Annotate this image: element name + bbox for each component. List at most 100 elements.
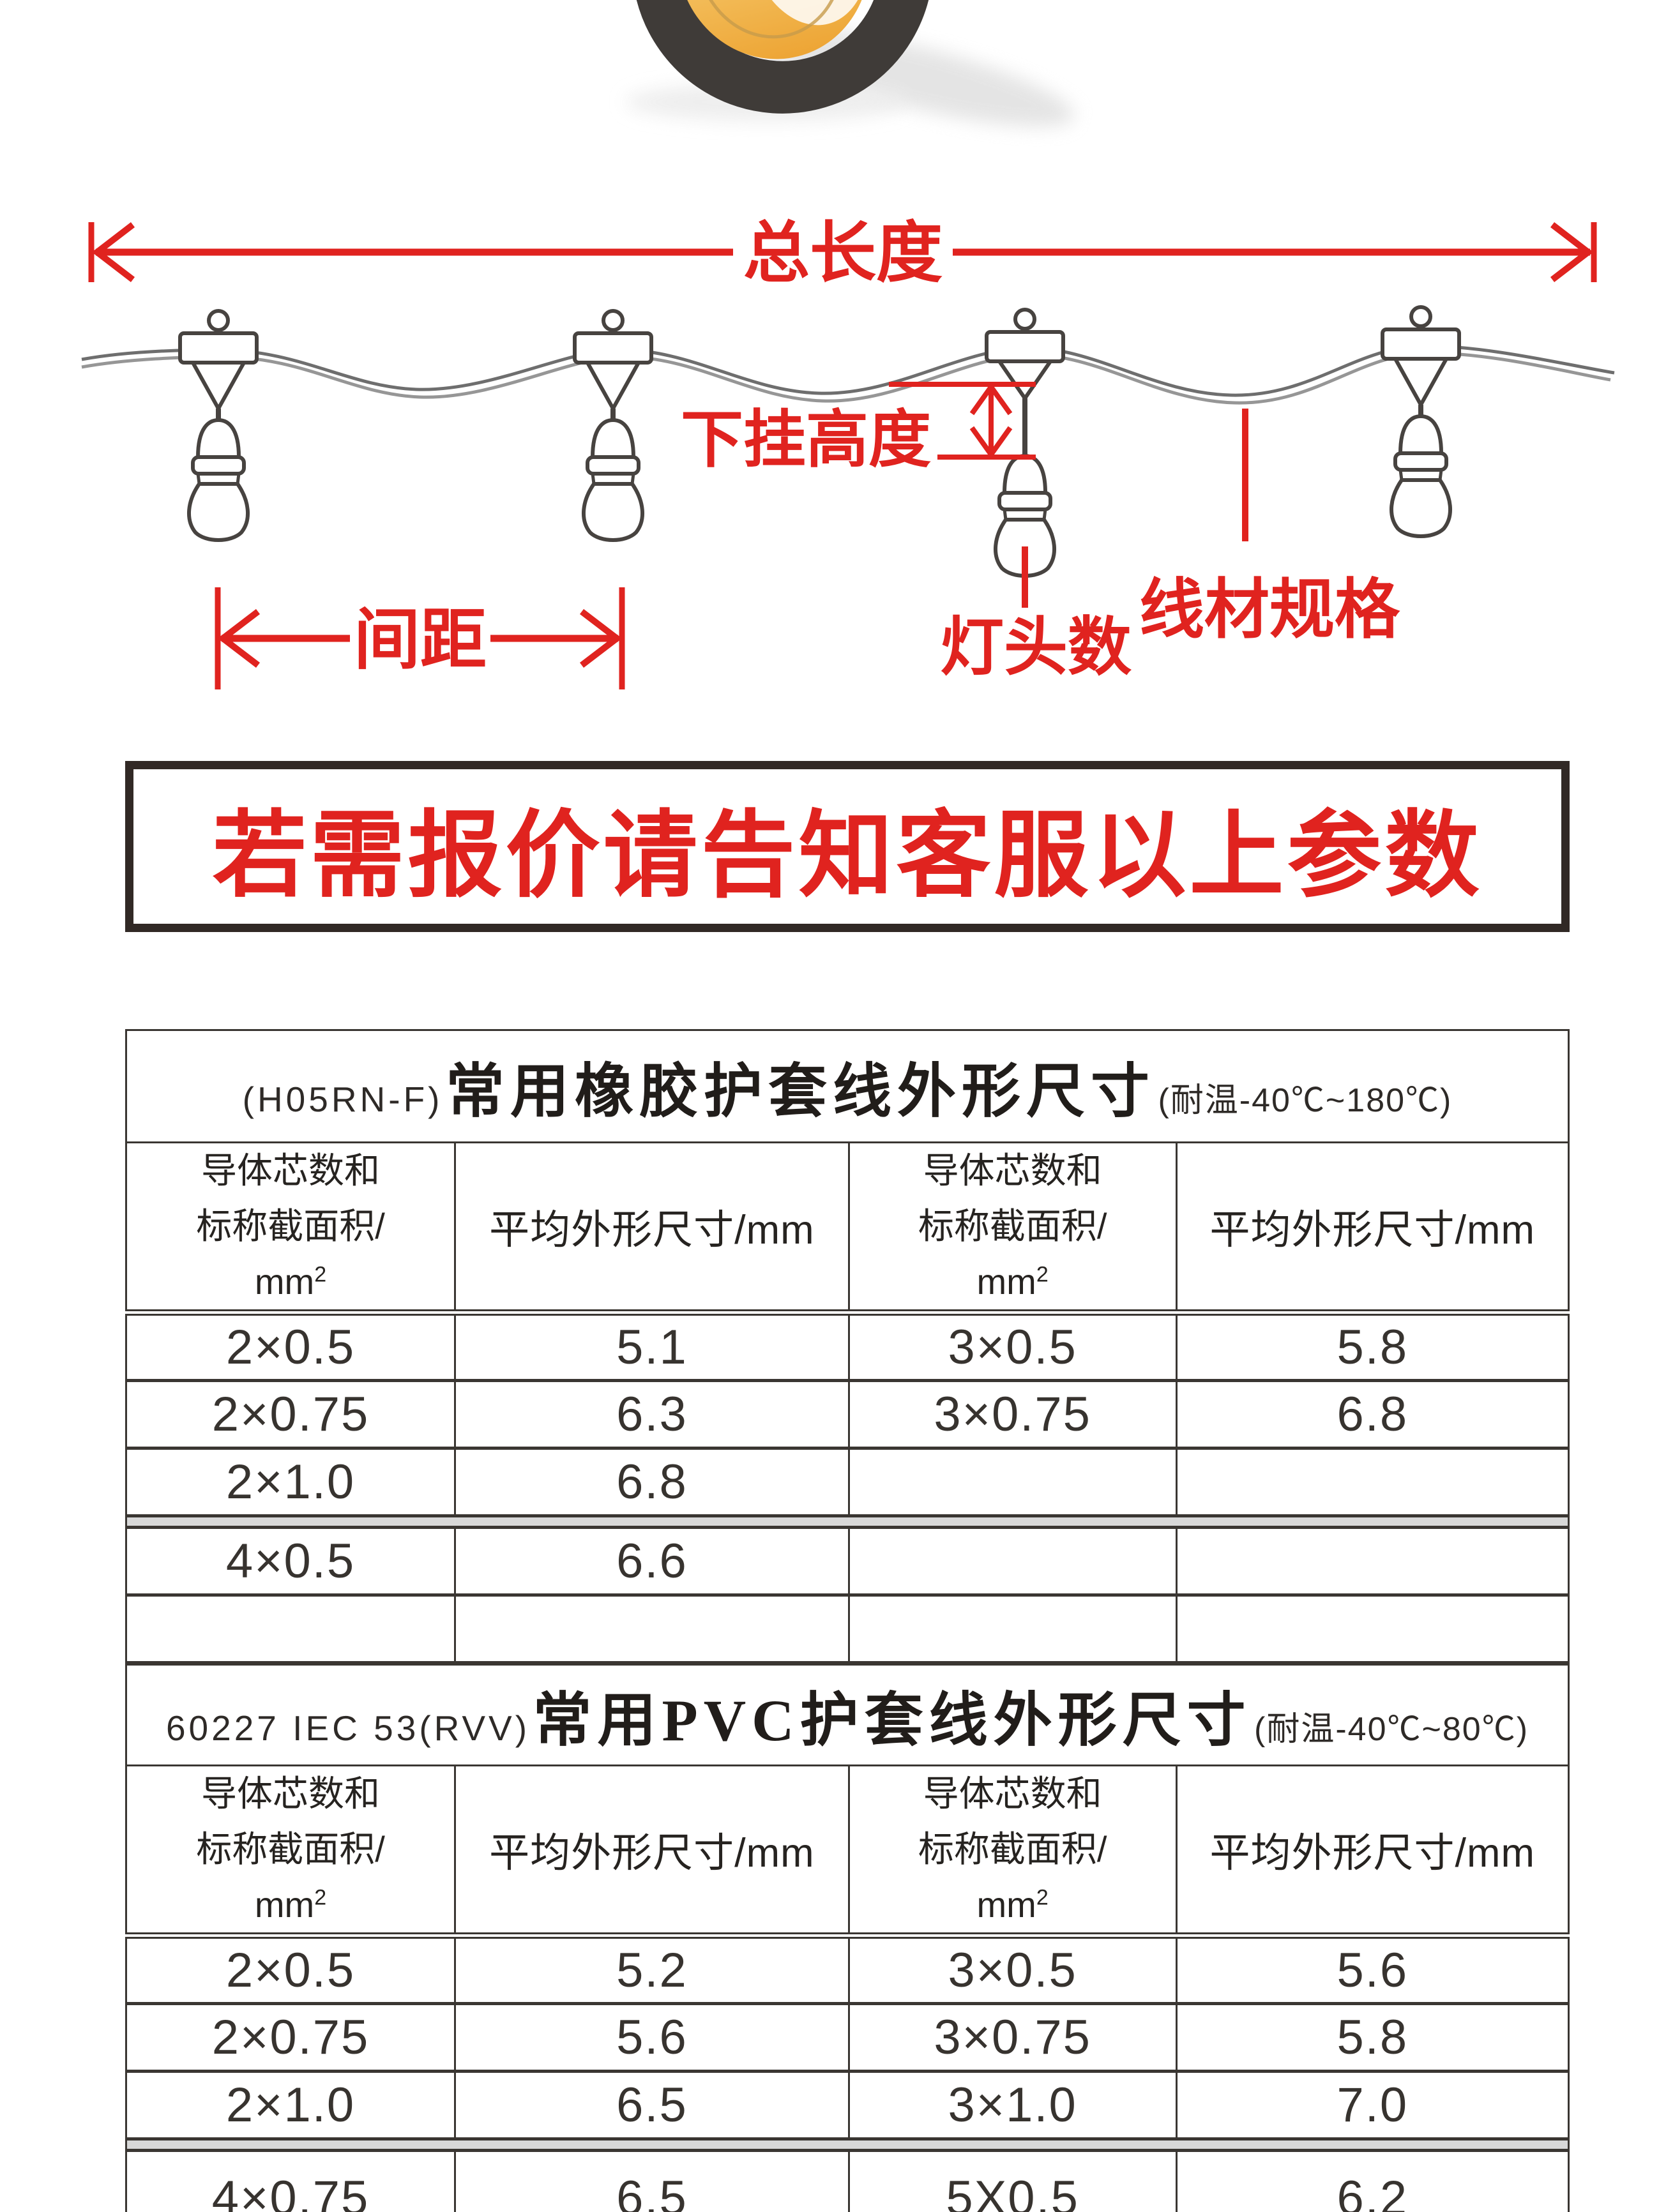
table-cell <box>847 1593 1178 1664</box>
table-gap-band <box>125 1514 1570 1529</box>
table-cell <box>847 1525 1178 1597</box>
table-cell <box>454 1593 850 1664</box>
table-cell: 5.2 <box>454 1934 850 2005</box>
header-spec-line1: 导体芯数和 <box>201 1150 381 1191</box>
table-cell <box>847 1446 1178 1517</box>
table-cell <box>1175 1446 1570 1517</box>
table-title-row: 60227 IEC 53(RVV) 常用PVC护套线外形尺寸 (耐温-40℃~8… <box>125 1664 1570 1766</box>
table-title-main: 常用PVC护套线外形尺寸 <box>533 1688 1252 1753</box>
arrowhead-left <box>217 609 261 668</box>
table-cell: 5.6 <box>1175 1934 1570 2005</box>
header-spec-line3: mm2 <box>254 1884 327 1925</box>
pvc-wire-size-table: 60227 IEC 53(RVV) 常用PVC护套线外形尺寸 (耐温-40℃~8… <box>125 1664 1570 2212</box>
header-cell-dim: 平均外形尺寸/mm <box>1175 1141 1570 1316</box>
arrowhead-right <box>579 609 623 668</box>
table-row: 2×1.0 6.5 3×1.0 7.0 <box>125 2069 1570 2141</box>
table-cell: 2×1.0 <box>125 1446 457 1517</box>
table-row: 4×0.75 6.5 5X0.5 6.2 <box>125 2148 1570 2212</box>
header-spec-line2: 标称截面积/ <box>196 1205 385 1246</box>
cable-reel-photo <box>626 0 1075 127</box>
gap-band-cell <box>125 1514 1570 1529</box>
table-cell: 3×0.75 <box>847 1378 1178 1450</box>
spacing-label: 间距 <box>354 603 487 677</box>
table-row: 2×0.5 5.2 3×0.5 5.6 <box>125 1934 1570 2005</box>
wire-strand-1 <box>81 344 1615 397</box>
table-cell: 7.0 <box>1175 2069 1570 2141</box>
header-spec-line1: 导体芯数和 <box>201 1773 381 1814</box>
spacing-dimension <box>215 587 625 689</box>
table-row: 2×0.75 5.6 3×0.75 5.8 <box>125 2001 1570 2073</box>
table-cell: 2×0.75 <box>125 1378 457 1450</box>
header-cell-spec: 导体芯数和 标称截面积/ mm2 <box>125 1141 457 1316</box>
header-spec-line3: mm2 <box>976 1884 1049 1925</box>
header-spec-line1: 导体芯数和 <box>923 1150 1102 1191</box>
table-cell: 6.8 <box>454 1446 850 1517</box>
table-cell: 6.2 <box>1175 2148 1570 2212</box>
table-cell: 3×0.75 <box>847 2001 1178 2073</box>
table-header-row: 导体芯数和 标称截面积/ mm2 平均外形尺寸/mm 导体芯数和 标称截面积/ … <box>125 1141 1570 1316</box>
header-cell-dim: 平均外形尺寸/mm <box>1175 1764 1570 1939</box>
arrowhead-down <box>969 426 1013 459</box>
header-spec-line2: 标称截面积/ <box>918 1205 1107 1246</box>
lamp-2 <box>575 311 651 540</box>
drop-height-dimension <box>889 382 1036 460</box>
table-row: 4×0.5 6.6 <box>125 1525 1570 1597</box>
total-length-dimension <box>88 222 1597 282</box>
table-title-suffix: (耐温-40℃~180℃) <box>1158 1082 1453 1119</box>
header-spec-line1: 导体芯数和 <box>923 1773 1102 1814</box>
quote-notice-box: 若需报价请告知客服以上参数 <box>125 761 1570 932</box>
header-spec-line3: mm2 <box>254 1261 327 1302</box>
table-title-cell: 60227 IEC 53(RVV) 常用PVC护套线外形尺寸 (耐温-40℃~8… <box>125 1664 1570 1766</box>
table-row <box>125 1593 1570 1664</box>
quote-notice-text: 若需报价请告知客服以上参数 <box>212 802 1483 908</box>
table-cell: 3×0.5 <box>847 1311 1178 1382</box>
table-title-suffix: (耐温-40℃~80℃) <box>1254 1711 1529 1748</box>
table-row: 2×0.5 5.1 3×0.5 5.8 <box>125 1311 1570 1382</box>
table-cell: 2×1.0 <box>125 2069 457 2141</box>
table-title-row: (H05RN-F) 常用橡胶护套线外形尺寸 (耐温-40℃~180℃) <box>125 1029 1570 1143</box>
table-cell: 5.8 <box>1175 1311 1570 1382</box>
header-spec-line3: mm2 <box>976 1261 1049 1302</box>
drop-height-label: 下挂高度 <box>681 404 931 474</box>
table-cell: 2×0.5 <box>125 1934 457 2005</box>
string-light-diagram: 总长度 间距 下挂高度 <box>81 0 1615 689</box>
table-cell: 5.8 <box>1175 2001 1570 2073</box>
table-cell: 6.5 <box>454 2069 850 2141</box>
table-row: 2×0.75 6.3 3×0.75 6.8 <box>125 1378 1570 1450</box>
lamp-4 <box>1382 307 1459 536</box>
table-cell: 6.8 <box>1175 1378 1570 1450</box>
header-cell-dim: 平均外形尺寸/mm <box>454 1141 850 1316</box>
wire-spec-label: 线材规格 <box>1139 573 1400 646</box>
table-cell: 2×0.75 <box>125 2001 457 2073</box>
table-gap-band <box>125 2137 1570 2152</box>
table-cell: 4×0.5 <box>125 1525 457 1597</box>
table-title-prefix: 60227 IEC 53(RVV) <box>165 1708 531 1748</box>
table-title-cell: (H05RN-F) 常用橡胶护套线外形尺寸 (耐温-40℃~180℃) <box>125 1029 1570 1143</box>
header-cell-spec: 导体芯数和 标称截面积/ mm2 <box>125 1764 457 1939</box>
bulb-count-label: 灯头数 <box>940 612 1132 683</box>
header-cell-dim: 平均外形尺寸/mm <box>454 1764 850 1939</box>
reel-coil-line <box>695 0 843 39</box>
table-cell <box>1175 1593 1570 1664</box>
header-cell-spec: 导体芯数和 标称截面积/ mm2 <box>847 1141 1178 1316</box>
gap-band-cell <box>125 2137 1570 2152</box>
lamp-1 <box>180 311 257 540</box>
string-wire <box>81 344 1615 405</box>
table-cell: 4×0.75 <box>125 2148 457 2212</box>
table-cell: 6.6 <box>454 1525 850 1597</box>
table-header-row: 导体芯数和 标称截面积/ mm2 平均外形尺寸/mm 导体芯数和 标称截面积/ … <box>125 1764 1570 1939</box>
rubber-wire-size-table: (H05RN-F) 常用橡胶护套线外形尺寸 (耐温-40℃~180℃) 导体芯数… <box>125 1029 1570 1664</box>
header-spec-line2: 标称截面积/ <box>196 1828 385 1869</box>
total-length-label: 总长度 <box>743 216 943 290</box>
table-cell <box>1175 1525 1570 1597</box>
table-cell <box>125 1593 457 1664</box>
table-cell: 6.5 <box>454 2148 850 2212</box>
arrowhead-right <box>1550 222 1594 282</box>
table-cell: 5.6 <box>454 2001 850 2073</box>
table-cell: 3×0.5 <box>847 1934 1178 2005</box>
table-cell: 3×1.0 <box>847 2069 1178 2141</box>
table-cell: 2×0.5 <box>125 1311 457 1382</box>
wire-strand-2 <box>81 351 1611 405</box>
table-cell: 5.1 <box>454 1311 850 1382</box>
